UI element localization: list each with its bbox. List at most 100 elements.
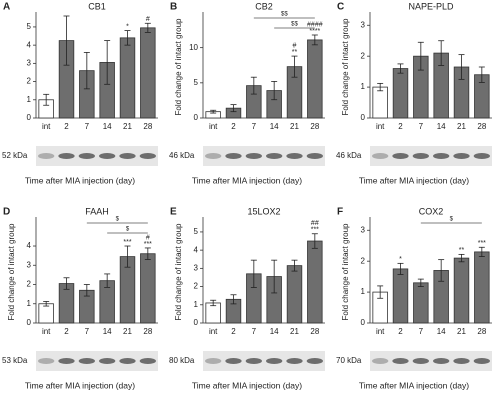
- y-tick-label: 4: [27, 40, 32, 49]
- x-tick-label: int: [42, 122, 51, 131]
- blot-band: [473, 153, 490, 159]
- blot-band: [99, 153, 116, 159]
- blot-band: [392, 153, 409, 159]
- blot-band: [392, 358, 409, 364]
- significance-mark: #: [146, 234, 150, 241]
- x-tick-label: 21: [123, 327, 132, 336]
- panel-label: F: [337, 207, 343, 218]
- y-tick-label: 0: [361, 318, 366, 327]
- blot-band: [38, 153, 55, 159]
- significance-mark: ***: [123, 239, 131, 246]
- y-tick-label: 2: [361, 51, 366, 60]
- blot: [36, 351, 158, 371]
- x-tick-label: 7: [85, 327, 90, 336]
- x-axis-title: Time after MIA injection (day): [25, 380, 135, 390]
- bar: [372, 86, 388, 119]
- bar: [453, 257, 470, 324]
- x-tick-label: int: [209, 327, 218, 336]
- blot-band: [139, 358, 156, 364]
- chart-title: FAAH: [85, 206, 109, 216]
- blot-band: [266, 153, 283, 159]
- chart-title: NAPE-PLD: [408, 1, 454, 11]
- x-axis-title: Time after MIA injection (day): [359, 380, 469, 390]
- blot-band: [453, 358, 470, 364]
- bar: [286, 265, 303, 324]
- significance-mark: ***: [144, 241, 152, 248]
- bar: [307, 240, 323, 324]
- blot-label: 46 kDa: [169, 151, 195, 160]
- x-tick-label: 7: [252, 327, 257, 336]
- panel-label: D: [3, 207, 10, 218]
- x-tick-label: 14: [270, 327, 279, 336]
- blot-band: [433, 153, 450, 159]
- y-tick-label: 0: [194, 113, 199, 122]
- blot-band: [412, 153, 429, 159]
- blot-band: [225, 358, 242, 364]
- y-tick-label: 2: [361, 256, 366, 265]
- significance-mark: **: [292, 49, 298, 56]
- x-tick-label: 2: [231, 327, 236, 336]
- significance-mark: ***: [311, 227, 319, 234]
- blot-band: [245, 153, 262, 159]
- blot-band: [205, 358, 222, 364]
- x-tick-label: 14: [270, 122, 279, 131]
- x-tick-label: int: [42, 327, 51, 336]
- y-tick-label: 5: [194, 78, 199, 87]
- significance-mark: ****: [309, 28, 320, 35]
- x-tick-label: 7: [85, 122, 90, 131]
- significance-mark: **: [459, 247, 465, 254]
- y-tick-label: 1: [27, 95, 32, 104]
- blot-label: 46 kDa: [336, 151, 362, 160]
- blot-label: 70 kDa: [336, 356, 362, 365]
- blot: [370, 146, 492, 166]
- panel-label: A: [3, 2, 10, 13]
- x-tick-label: 7: [252, 122, 257, 131]
- y-tick-label: 0: [194, 318, 199, 327]
- blot: [36, 146, 158, 166]
- blot-label: 53 kDa: [2, 356, 28, 365]
- x-tick-label: 28: [477, 122, 486, 131]
- x-tick-label: int: [209, 122, 218, 131]
- blot-band: [78, 153, 95, 159]
- x-tick-label: 28: [310, 327, 319, 336]
- y-tick-label: 1: [361, 287, 366, 296]
- blot-band: [205, 153, 222, 159]
- blot-label: 52 kDa: [2, 151, 28, 160]
- bar: [392, 268, 409, 324]
- x-tick-label: 14: [437, 122, 446, 131]
- y-axis-title: Fold change of intact group: [174, 18, 183, 116]
- panel-label: C: [337, 2, 344, 13]
- x-tick-label: 14: [437, 327, 446, 336]
- blot-band: [58, 153, 75, 159]
- x-axis-title: Time after MIA injection (day): [359, 175, 469, 185]
- y-tick-label: 3: [194, 263, 199, 272]
- bar: [307, 39, 323, 119]
- blot-band: [139, 153, 156, 159]
- blot: [370, 351, 492, 371]
- blot-band: [38, 358, 55, 364]
- x-tick-label: 28: [477, 327, 486, 336]
- y-tick-label: 3: [361, 20, 366, 29]
- x-tick-label: 14: [103, 122, 112, 131]
- bracket-label: $: [450, 217, 454, 223]
- blot-label: 80 kDa: [169, 356, 195, 365]
- panel-label: E: [170, 207, 177, 218]
- chart-title: CB2: [255, 1, 273, 11]
- significance-mark: #: [293, 42, 297, 49]
- x-tick-label: 21: [123, 122, 132, 131]
- y-tick-label: 0: [27, 318, 32, 327]
- blot-band: [225, 153, 242, 159]
- y-axis-title: Fold change of intact group: [174, 223, 183, 321]
- blot-band: [433, 358, 450, 364]
- x-tick-label: 28: [143, 122, 152, 131]
- significance-mark: #: [146, 16, 150, 23]
- significance-mark: ***: [478, 240, 486, 247]
- x-tick-label: 21: [457, 122, 466, 131]
- bar: [38, 303, 54, 324]
- blot-band: [372, 358, 389, 364]
- x-tick-label: 21: [290, 122, 299, 131]
- blot-band: [453, 153, 470, 159]
- blot-band: [473, 358, 490, 364]
- x-tick-label: 2: [64, 122, 69, 131]
- x-tick-label: 14: [103, 327, 112, 336]
